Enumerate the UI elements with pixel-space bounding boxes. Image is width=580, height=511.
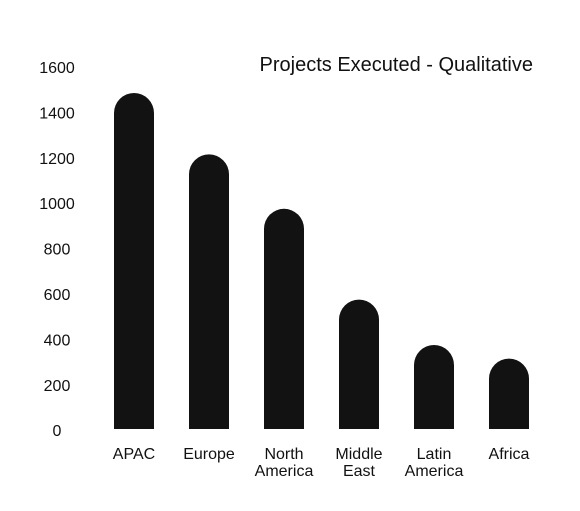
x-axis: APAC Europe North America Middle East Latin Ame… xyxy=(113,446,530,480)
y-tick-label: 1400 xyxy=(39,105,75,122)
y-tick-label: 200 xyxy=(44,378,71,395)
x-tick-label: Europe xyxy=(183,446,235,463)
x-tick-label: Middle East xyxy=(335,446,382,480)
bar-africa xyxy=(489,358,529,429)
y-axis: 0 200 400 600 800 1000 1200 1400 1600 xyxy=(39,60,75,440)
x-tick-label: APAC xyxy=(113,446,155,463)
bar-apac xyxy=(114,93,154,429)
y-tick-label: 800 xyxy=(44,242,71,259)
y-tick-label: 1600 xyxy=(39,60,75,77)
y-tick-label: 1200 xyxy=(39,151,75,168)
y-tick-label: 400 xyxy=(44,332,71,349)
y-tick-label: 1000 xyxy=(39,196,75,213)
y-tick-label: 600 xyxy=(44,287,71,304)
bar-europe xyxy=(189,154,229,429)
y-tick-label: 0 xyxy=(53,423,62,440)
x-tick-label: Africa xyxy=(489,446,530,463)
bar-middle-east xyxy=(339,299,379,429)
x-tick-label: Latin America xyxy=(405,446,464,480)
chart-title: Projects Executed - Qualitative xyxy=(260,54,533,76)
x-tick-label: North America xyxy=(255,446,314,480)
bar-latin-america xyxy=(414,345,454,429)
bar-north-america xyxy=(264,208,304,429)
bars-group xyxy=(114,93,529,429)
